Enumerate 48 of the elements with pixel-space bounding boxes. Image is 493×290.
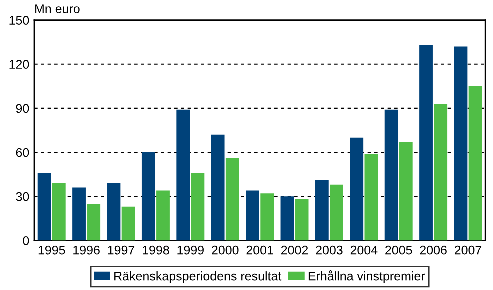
bar (295, 200, 309, 241)
bar (52, 183, 66, 241)
bar (211, 134, 225, 241)
bar (122, 206, 136, 241)
bar (107, 183, 121, 241)
y-tick-label: 60 (16, 148, 30, 158)
y-tick-label: 0 (23, 236, 30, 246)
bar (191, 173, 205, 241)
bar (72, 188, 86, 241)
x-tick-label: 1996 (74, 246, 100, 255)
bar (384, 110, 398, 241)
bar (315, 180, 329, 241)
x-tick-label: 1997 (108, 246, 135, 255)
bar (364, 154, 378, 241)
bar (226, 158, 240, 241)
y-tick-label: 120 (10, 60, 30, 70)
bar (468, 86, 482, 241)
x-tick-label: 1999 (178, 246, 204, 255)
bar (176, 110, 190, 241)
legend-label: Erhållna vinstpremier (308, 270, 426, 284)
x-tick-label: 2007 (454, 246, 482, 255)
bar (280, 196, 294, 241)
bar (434, 104, 448, 241)
y-tick-label: 30 (16, 192, 30, 202)
x-tick-label: 1995 (38, 246, 66, 255)
x-tick-label: 2000 (212, 246, 239, 255)
bar (246, 190, 260, 241)
bar (454, 46, 468, 241)
x-tick-label: 2003 (316, 246, 343, 255)
x-tick-label: 2006 (420, 246, 447, 255)
bar (260, 194, 274, 241)
bar (330, 184, 344, 241)
x-tick-label: 2002 (281, 246, 308, 255)
bar (399, 142, 413, 241)
bar (156, 190, 170, 241)
bar (350, 138, 364, 241)
x-tick-label: 1998 (143, 246, 170, 255)
bar (420, 45, 433, 241)
x-tick-label: 2005 (386, 246, 412, 255)
y-tick-label: 150 (10, 16, 30, 25)
bar (142, 152, 156, 241)
bar (87, 204, 101, 241)
x-tick-label: 2004 (350, 246, 378, 255)
legend-label: Räkenskapsperiodens resultat (114, 272, 282, 284)
bar (38, 173, 52, 241)
y-tick-label: 90 (16, 104, 30, 114)
y-axis-title: Mn euro (36, 4, 80, 14)
x-tick-label: 2001 (246, 246, 274, 255)
